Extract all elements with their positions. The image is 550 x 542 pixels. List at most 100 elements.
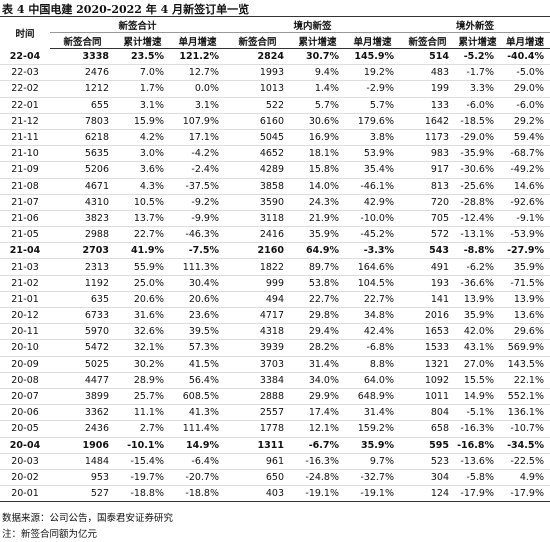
value-cell: 2888 (225, 388, 290, 406)
value-cell: 2824 (225, 48, 290, 66)
value-cell: 1642 (400, 113, 455, 130)
value-cell: -9.1% (500, 210, 550, 228)
value-cell: 23.6% (170, 307, 225, 325)
value-cell: 56.4% (170, 372, 225, 389)
value-cell: 42.0% (455, 323, 500, 341)
period-cell: 20-08 (0, 372, 50, 389)
value-cell: 18.1% (290, 145, 345, 163)
value-cell: 22.7% (115, 226, 170, 244)
value-cell: -28.8% (455, 194, 500, 211)
value-cell: 19.2% (345, 64, 400, 82)
period-cell: 20-06 (0, 404, 50, 422)
value-cell: -19.1% (290, 485, 345, 503)
value-cell: -24.8% (290, 469, 345, 487)
value-cell: 34.8% (345, 307, 400, 325)
value-cell: 13.7% (115, 210, 170, 228)
period-cell: 20-10 (0, 339, 50, 357)
value-cell: 5045 (225, 129, 290, 147)
value-cell: 705 (400, 210, 455, 228)
value-cell: 4289 (225, 161, 290, 179)
value-cell: 1993 (225, 64, 290, 82)
table-row: 21-11 6218 4.2% 17.1% 5045 16.9% 3.8% 1173 -29.0… (0, 129, 550, 147)
value-cell: 35.9% (455, 307, 500, 325)
value-cell: -45.2% (345, 226, 400, 244)
header: 时间 (0, 16, 50, 49)
value-cell: 1822 (225, 258, 290, 276)
value-cell: 3.0% (115, 145, 170, 163)
value-cell: -9.9% (170, 210, 225, 228)
value-cell: 41.3% (170, 404, 225, 422)
value-cell: 2703 (50, 242, 115, 260)
value-cell: -92.6% (500, 194, 550, 211)
value-cell: 648.9% (345, 388, 400, 406)
subheader: 累计增速 (290, 32, 345, 49)
period-cell: 20-12 (0, 307, 50, 325)
value-cell: 5025 (50, 356, 115, 373)
value-cell: 494 (225, 291, 290, 309)
value-cell: -10.7% (500, 420, 550, 438)
value-cell: 304 (400, 469, 455, 487)
value-cell: -30.6% (455, 161, 500, 179)
value-cell: 23.5% (115, 48, 170, 66)
value-cell: 64.9% (290, 242, 345, 260)
value-cell: 30.4% (170, 275, 225, 292)
value-cell: 159.2% (345, 420, 400, 438)
table-row: 20-05 2436 2.7% 111.4% 1778 12.1% 159.2% 658 -16… (0, 420, 550, 438)
value-cell: 9.4% (290, 64, 345, 82)
period-cell: 21-01 (0, 291, 50, 309)
value-cell: -6.0% (500, 97, 550, 114)
table-row: 21-09 5206 3.6% -2.4% 4289 15.8% 35.4% 917 -30.6… (0, 161, 550, 179)
value-cell: -8.8% (455, 242, 500, 260)
table-row: 21-07 4310 10.5% -9.2% 3590 24.3% 42.9% 720 -28.… (0, 194, 550, 211)
period-cell: 20-11 (0, 323, 50, 341)
value-cell: 3362 (50, 404, 115, 422)
value-cell: -36.6% (455, 275, 500, 292)
value-cell: 983 (400, 145, 455, 163)
value-cell: 4.2% (115, 129, 170, 147)
period-cell: 21-09 (0, 161, 50, 179)
value-cell: 1.7% (115, 80, 170, 98)
value-cell: 5635 (50, 145, 115, 163)
value-cell: 10.5% (115, 194, 170, 211)
period-cell: 20-04 (0, 437, 50, 454)
value-cell: 53.8% (290, 275, 345, 292)
value-cell: 31.4% (290, 356, 345, 373)
table-row: 22-01 655 3.1% 3.1% 522 5.7% 5.7% 133 -6.0% -6.0% (0, 97, 550, 114)
period-cell: 22-02 (0, 80, 50, 98)
value-cell: 107.9% (170, 113, 225, 130)
value-cell: 2436 (50, 420, 115, 438)
value-cell: 22.7% (345, 291, 400, 309)
value-cell: 29.8% (290, 307, 345, 325)
value-cell: -34.5% (500, 437, 550, 454)
value-cell: 15.9% (115, 113, 170, 130)
value-cell: 14.9% (170, 437, 225, 454)
value-cell: 4310 (50, 194, 115, 211)
table-row: 21-08 4671 4.3% -37.5% 3858 14.0% -46.1% 813 -25… (0, 178, 550, 195)
value-cell: 136.1% (500, 404, 550, 422)
value-cell: 650 (225, 469, 290, 487)
value-cell: -46.1% (345, 178, 400, 195)
value-cell: 20.6% (115, 291, 170, 309)
table-title: 表 4 中国电建 2020-2022 年 4 月新签订单一览 (2, 3, 250, 16)
value-cell: -6.4% (170, 453, 225, 470)
value-cell: 4671 (50, 178, 115, 195)
value-cell: 29.0% (500, 80, 550, 98)
value-cell: 14.0% (290, 178, 345, 195)
value-cell: 13.6% (500, 307, 550, 325)
value-cell: 31.6% (115, 307, 170, 325)
table-row: 22-03 2476 7.0% 12.7% 1993 9.4% 19.2% 483 -1.7% -… (0, 64, 550, 82)
value-cell: 3703 (225, 356, 290, 373)
value-cell: -49.2% (500, 161, 550, 179)
value-cell: 111.3% (170, 258, 225, 276)
value-cell: 133 (400, 97, 455, 114)
subheader: 新签合同 (50, 32, 115, 49)
value-cell: 22.7% (290, 291, 345, 309)
value-cell: 42.9% (345, 194, 400, 211)
value-cell: -6.2% (455, 258, 500, 276)
value-cell: 34.0% (290, 372, 345, 389)
value-cell: 164.6% (345, 258, 400, 276)
header-group: 新签合计 (50, 16, 225, 33)
value-cell: -15.4% (115, 453, 170, 470)
value-cell: 145.9% (345, 48, 400, 66)
value-cell: 1906 (50, 437, 115, 454)
